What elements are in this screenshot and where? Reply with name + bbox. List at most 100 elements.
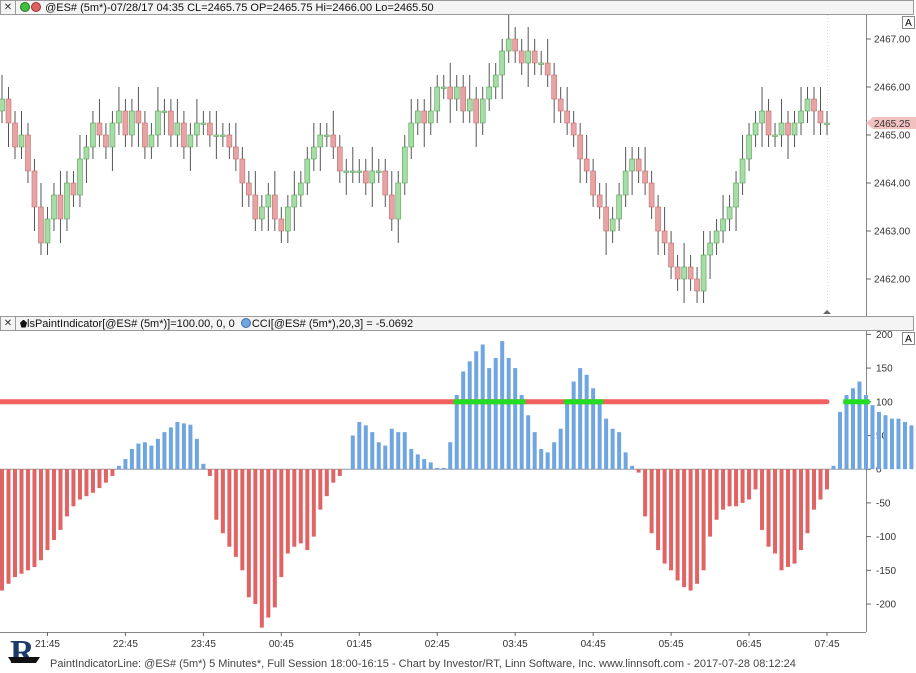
cci-bar [25, 469, 30, 571]
cci-bar [402, 432, 407, 470]
cci-bar [480, 344, 485, 470]
indicator-legend: lsPaintIndicator[@ES# (5m*)]=100.00, 0, … [20, 317, 413, 330]
candle-body [518, 50, 525, 64]
candle [590, 159, 596, 207]
paint-hit-segment [505, 399, 513, 405]
price-chart[interactable]: 2467.00 2466.00 2465.00 2464.00 2463.00 2462.… [0, 15, 916, 317]
cci-bar [766, 469, 771, 547]
candle [616, 183, 622, 231]
paint-hit-segment [511, 399, 519, 405]
cci-bar [474, 351, 479, 470]
cci-bar [786, 469, 791, 567]
candle-body [577, 134, 583, 160]
candle [817, 87, 824, 135]
candle-body [311, 146, 317, 160]
paint-indicator-icon [20, 319, 27, 328]
cci-bar [883, 415, 888, 470]
candle [739, 135, 746, 195]
cci-chart[interactable]: 200 150 100 50 0 -50 -100 -150 -200 [0, 331, 916, 632]
candle [765, 99, 772, 147]
close-pane-icon[interactable]: ✕ [1, 1, 16, 14]
candle-body [609, 218, 616, 232]
cci-bar [545, 452, 550, 470]
candle [596, 183, 603, 219]
candle-body [538, 62, 544, 65]
candle-body [479, 98, 486, 124]
time-tick-label: 04:45 [581, 639, 606, 650]
candle-body [200, 122, 207, 125]
candle-body [570, 122, 577, 136]
cci-bar [240, 469, 245, 571]
candle [252, 171, 259, 231]
price-pane-autoscale-button[interactable]: A [902, 16, 915, 29]
candle [785, 111, 791, 159]
current-price-label: 2465.25 [874, 119, 911, 130]
candle-body [616, 194, 622, 220]
candle-body [414, 110, 421, 124]
cci-bar [493, 357, 498, 470]
candle [285, 195, 291, 243]
candle-body [336, 146, 343, 172]
candle [382, 159, 389, 207]
candle-body [440, 86, 447, 89]
candle-body [148, 134, 155, 148]
candle [746, 123, 752, 171]
close-pane-icon[interactable]: ✕ [1, 317, 16, 330]
candle [538, 51, 544, 75]
cci-bar [812, 469, 817, 510]
paint-hit-segment [583, 399, 591, 405]
candle [479, 87, 486, 135]
candle [668, 231, 674, 279]
candle [187, 123, 194, 171]
paint-hit-segment [862, 399, 870, 405]
candle-body [499, 50, 505, 76]
candle-body [375, 170, 382, 173]
candle [349, 147, 356, 183]
candle [713, 219, 720, 255]
candle [259, 195, 265, 231]
candle-body [713, 230, 720, 244]
candle [427, 87, 434, 135]
cci-bar [506, 357, 511, 470]
candle-body [278, 218, 285, 232]
candle [122, 99, 129, 147]
red-dot-icon [31, 1, 41, 12]
candle [90, 111, 96, 159]
candle [694, 267, 700, 303]
candle-body [473, 98, 480, 124]
candle-body [38, 206, 44, 244]
candle-body [661, 230, 668, 244]
candle [116, 87, 122, 135]
cci-bar [435, 467, 440, 470]
candle [551, 63, 557, 123]
candle-body [233, 146, 239, 160]
candle [103, 123, 109, 159]
cci-bar [194, 438, 199, 470]
cci-bar [688, 469, 693, 591]
candle [0, 75, 5, 123]
cci-bar [350, 435, 355, 470]
cci-bar [597, 401, 602, 470]
cci-bar [116, 465, 121, 470]
candle-body [564, 110, 570, 124]
cci-bar [779, 469, 784, 571]
cci-bar [675, 469, 680, 581]
cci-bar [279, 469, 284, 578]
candle-body [388, 194, 395, 220]
candle [70, 171, 77, 207]
cci-bar [12, 469, 17, 578]
cci-bar [324, 469, 329, 497]
candle-body [681, 266, 687, 280]
candle [64, 171, 70, 231]
cci-bar [740, 469, 745, 503]
candle [83, 135, 90, 183]
candle-body [83, 146, 90, 160]
candle [473, 87, 480, 147]
candle-body [168, 110, 174, 136]
indicator-pane-autoscale-button[interactable]: A [902, 332, 915, 345]
candle-body [700, 254, 707, 292]
cci-tick-label: -50 [876, 498, 891, 509]
candle [525, 27, 531, 87]
time-tick-label: 07:45 [814, 639, 839, 650]
svg-text:R: R [10, 634, 35, 669]
